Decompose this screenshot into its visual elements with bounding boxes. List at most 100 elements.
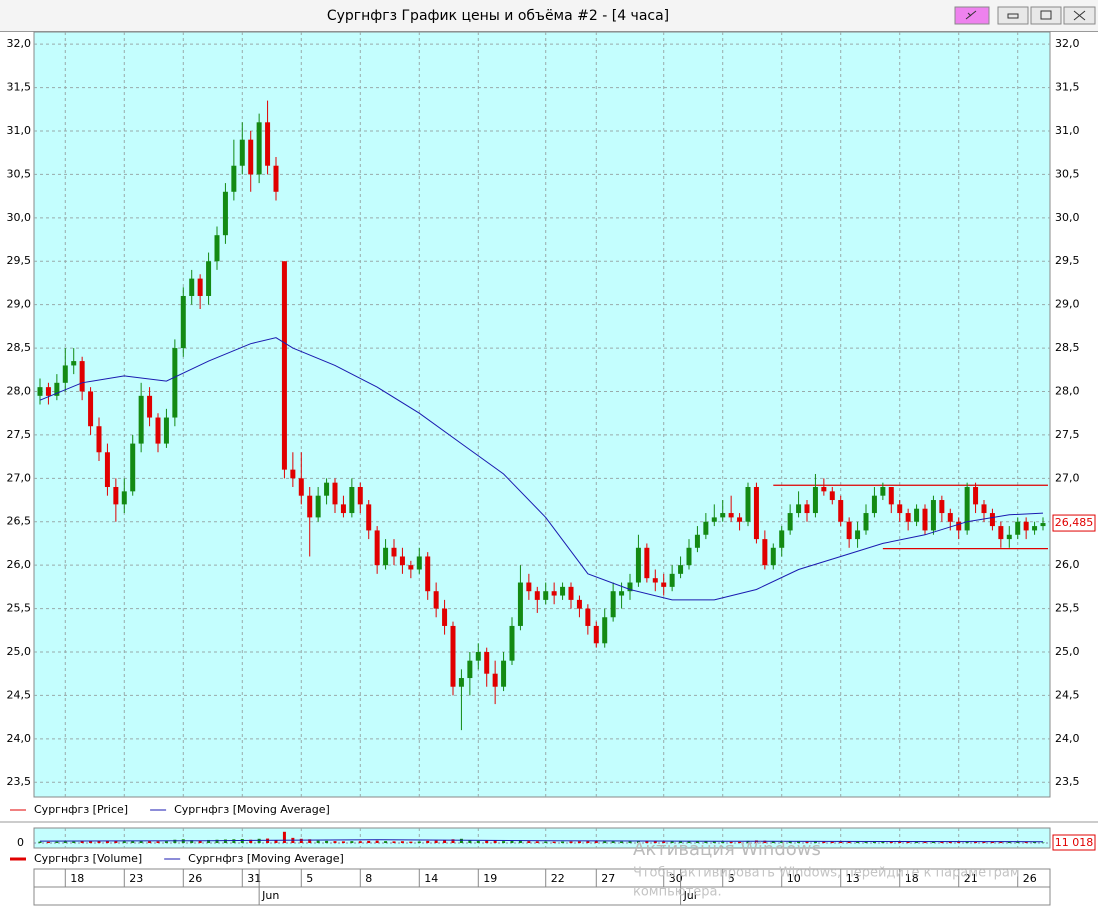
candle-body (416, 556, 422, 570)
volume-bar (282, 831, 286, 843)
volume-bar (872, 841, 876, 843)
date-tick-label: 10 (787, 872, 801, 885)
volume-bar (544, 841, 548, 843)
pin-button[interactable] (954, 6, 990, 25)
y-tick-label-right: 29,5 (1055, 254, 1080, 267)
volume-bar (156, 841, 160, 843)
candle-body (787, 513, 793, 531)
volume-bar (990, 841, 994, 843)
candle-body (265, 122, 271, 166)
y-tick-label: 24,5 (7, 688, 32, 701)
y-tick-label: 26,0 (7, 558, 32, 571)
legend-label: Сургнфгз [Moving Average] (174, 803, 330, 816)
volume-bar (586, 841, 590, 843)
volume-bar (636, 840, 640, 843)
y-tick-label: 30,5 (7, 167, 32, 180)
volume-bar (97, 840, 101, 843)
volume-bar (493, 840, 497, 843)
date-tick-label: 26 (188, 872, 202, 885)
candle-body (349, 487, 355, 514)
volume-bar (417, 841, 421, 843)
volume-bar (308, 839, 312, 843)
volume-bar (805, 841, 809, 843)
volume-bar (80, 841, 84, 843)
candle-body (551, 591, 557, 596)
candle-body (619, 591, 625, 596)
volume-bar (55, 841, 59, 843)
candle-body (214, 235, 220, 262)
volume-bar (620, 841, 624, 843)
candle-body (71, 361, 77, 366)
y-tick-label: 28,5 (7, 341, 32, 354)
y-tick-label-right: 26,0 (1055, 558, 1080, 571)
volume-bar (316, 840, 320, 843)
y-tick-label-right: 25,5 (1055, 602, 1080, 615)
volume-plot (33, 827, 1051, 849)
y-tick-label-right: 31,0 (1055, 124, 1080, 137)
candle-body (222, 191, 228, 236)
candle-body (113, 487, 119, 505)
last-volume-box (1052, 834, 1096, 851)
y-tick-label-right: 23,5 (1055, 775, 1080, 788)
y-tick-label: 31,0 (7, 124, 32, 137)
y-tick-label: 25,5 (7, 602, 32, 615)
volume-bar (822, 841, 826, 843)
volume-bar (906, 841, 910, 843)
restore-button[interactable] (1030, 6, 1062, 25)
candle-body (408, 565, 414, 570)
candle-body (1015, 521, 1021, 535)
volume-bar (485, 840, 489, 843)
volume-bar (367, 840, 371, 843)
volume-bar (223, 839, 227, 843)
volume-bar (856, 841, 860, 843)
candle-body (475, 651, 481, 661)
volume-bar (552, 841, 556, 843)
date-tick-label: 5 (306, 872, 313, 885)
watermark-title: Активация Windows (633, 839, 821, 860)
candle-body (956, 521, 962, 531)
candle-body (88, 391, 94, 427)
volume-bar (451, 839, 455, 843)
candle-body (332, 482, 338, 505)
date-tick-label: 22 (551, 872, 565, 885)
candle-body (433, 591, 439, 609)
candle-body (357, 487, 363, 505)
candle-body (307, 495, 313, 518)
candle-body (543, 591, 549, 600)
candle-body (172, 348, 178, 418)
candle-body (290, 469, 296, 479)
close-icon (1073, 10, 1086, 21)
candle-body (54, 382, 60, 396)
candle-body (315, 495, 321, 518)
candle-body (737, 517, 743, 522)
candle-body (560, 586, 566, 596)
candle-body (96, 426, 102, 453)
candle-body (829, 491, 835, 501)
legend-label: Сургнфгз [Moving Average] (188, 852, 344, 865)
candle-body (324, 482, 330, 496)
date-tick-label: 26 (1023, 872, 1037, 885)
candle-body (964, 487, 970, 531)
candle-body (821, 487, 827, 492)
volume-bar (670, 841, 674, 843)
candle-body (871, 495, 877, 514)
volume-bar (468, 840, 472, 843)
ma-line (39, 337, 1044, 601)
volume-bar (400, 841, 404, 843)
date-tick-label: 31 (247, 872, 261, 885)
candle-body (855, 530, 861, 540)
candle-body (130, 443, 136, 492)
volume-bar (190, 840, 194, 843)
candle-body (745, 487, 751, 522)
volume-bar (569, 841, 573, 843)
candle-body (576, 599, 582, 609)
month-tick-label: Jul (683, 889, 697, 902)
candle-body (888, 487, 894, 505)
volume-bar (999, 841, 1003, 843)
volume-bar (695, 841, 699, 843)
volume-bar (763, 840, 767, 843)
minimize-button[interactable] (997, 6, 1029, 25)
y-tick-label: 29,0 (7, 298, 32, 311)
volume-bar (915, 841, 919, 843)
